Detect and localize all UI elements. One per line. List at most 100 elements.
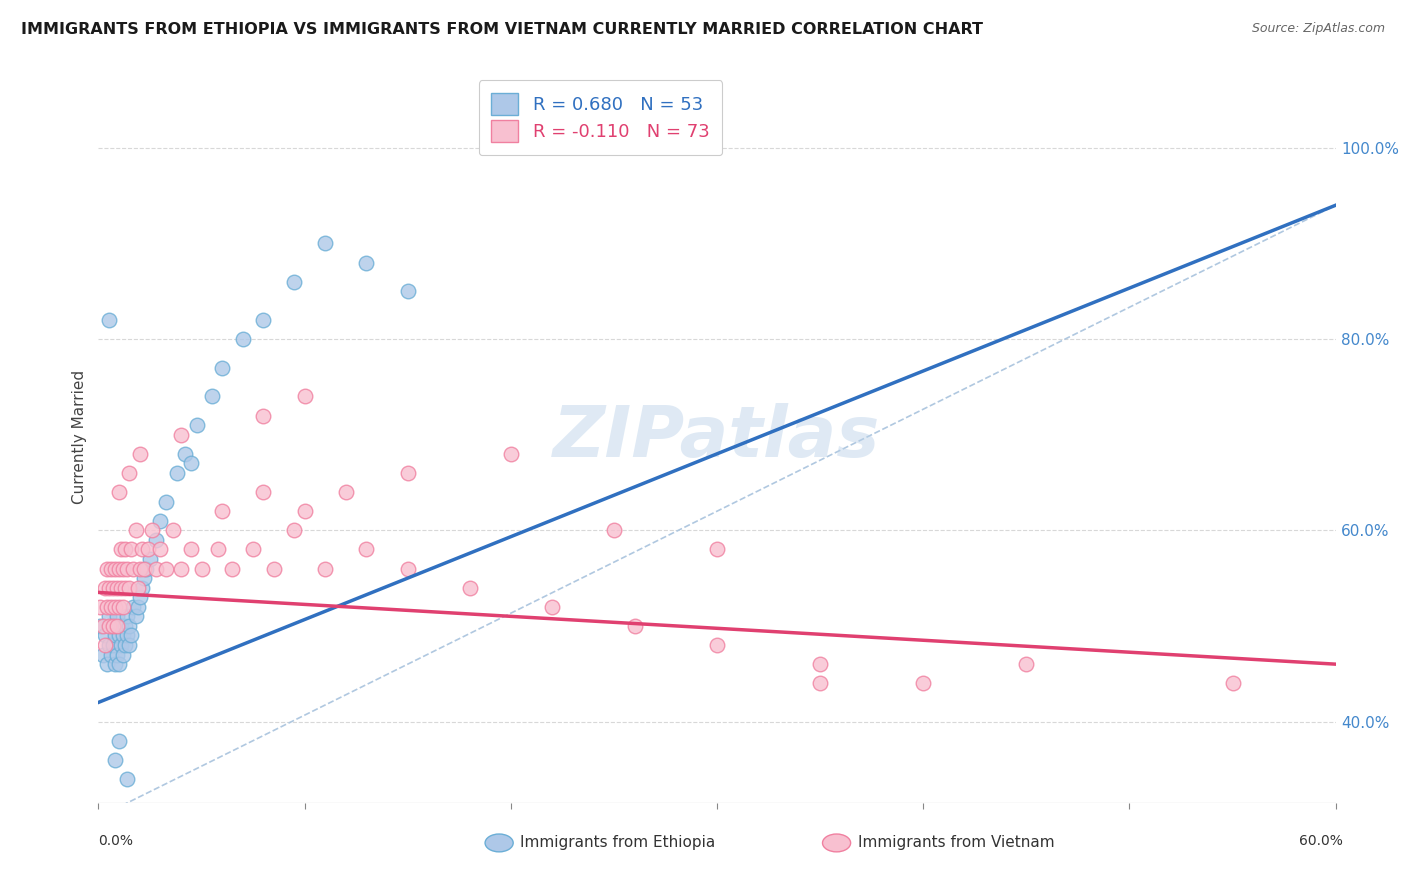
Y-axis label: Currently Married: Currently Married (72, 370, 87, 504)
Point (105, 619, 128, 633)
Point (97, 638, 120, 652)
Point (100, 599, 122, 614)
Point (131, 542, 153, 557)
Point (122, 561, 145, 575)
Point (139, 552, 162, 566)
Point (93, 628, 115, 642)
Legend: R = 0.680   N = 53, R = -0.110   N = 73: R = 0.680 N = 53, R = -0.110 N = 73 (478, 80, 723, 155)
Point (356, 255, 378, 269)
Point (132, 561, 155, 575)
Point (252, 485, 274, 500)
Point (101, 619, 124, 633)
Point (112, 561, 135, 575)
Point (114, 542, 136, 557)
Point (396, 466, 419, 480)
Point (808, 657, 831, 672)
Point (108, 628, 131, 642)
Point (252, 409, 274, 423)
Point (128, 591, 150, 605)
Point (127, 581, 149, 595)
Point (114, 619, 136, 633)
Point (162, 524, 184, 538)
Point (96, 561, 118, 575)
Point (110, 581, 132, 595)
Point (122, 599, 145, 614)
Point (132, 571, 155, 585)
Point (314, 236, 336, 251)
Point (211, 360, 233, 375)
Point (118, 466, 141, 480)
Point (294, 504, 316, 518)
Point (112, 599, 135, 614)
Point (114, 638, 136, 652)
Point (135, 561, 157, 575)
Point (356, 542, 378, 557)
Point (294, 389, 316, 403)
Point (104, 561, 127, 575)
Point (283, 524, 305, 538)
Point (118, 581, 141, 595)
Point (97, 619, 120, 633)
Point (120, 628, 142, 642)
Point (101, 638, 124, 652)
Point (108, 599, 131, 614)
Point (232, 332, 254, 346)
Point (112, 648, 135, 662)
Text: IMMIGRANTS FROM ETHIOPIA VS IMMIGRANTS FROM VIETNAM CURRENTLY MARRIED CORRELATIO: IMMIGRANTS FROM ETHIOPIA VS IMMIGRANTS F… (21, 22, 983, 37)
Point (201, 389, 224, 403)
Point (97, 581, 120, 595)
Point (101, 581, 124, 595)
Point (108, 485, 131, 500)
Point (97, 609, 120, 624)
Point (108, 657, 131, 672)
Point (89, 599, 111, 614)
Point (912, 676, 935, 690)
Point (91, 619, 114, 633)
Point (283, 275, 305, 289)
Point (396, 285, 419, 299)
Point (112, 628, 135, 642)
Point (105, 609, 128, 624)
Point (623, 619, 645, 633)
Point (221, 561, 243, 575)
Point (149, 514, 172, 528)
Point (180, 542, 202, 557)
Point (141, 524, 163, 538)
Point (180, 456, 202, 470)
Point (110, 542, 132, 557)
Point (186, 418, 208, 433)
Point (128, 447, 150, 461)
Point (314, 561, 336, 575)
Point (211, 504, 233, 518)
Point (128, 561, 150, 575)
Point (174, 447, 197, 461)
Point (96, 599, 118, 614)
Point (104, 599, 127, 614)
Point (105, 648, 128, 662)
Point (101, 619, 124, 633)
Point (808, 676, 831, 690)
Point (170, 427, 193, 442)
Point (396, 561, 419, 575)
Point (114, 581, 136, 595)
Point (252, 313, 274, 327)
Point (104, 753, 127, 767)
Point (108, 733, 131, 747)
Point (207, 542, 229, 557)
Point (155, 494, 177, 508)
Point (499, 447, 522, 461)
Point (170, 561, 193, 575)
Point (242, 542, 264, 557)
Point (131, 581, 153, 595)
Point (118, 619, 141, 633)
Point (104, 657, 127, 672)
Point (117, 772, 139, 786)
Point (110, 638, 132, 652)
Point (100, 561, 122, 575)
Point (541, 599, 564, 614)
Point (190, 561, 212, 575)
Text: Source: ZipAtlas.com: Source: ZipAtlas.com (1251, 22, 1385, 36)
Point (118, 638, 141, 652)
Point (117, 561, 139, 575)
Point (145, 533, 167, 547)
